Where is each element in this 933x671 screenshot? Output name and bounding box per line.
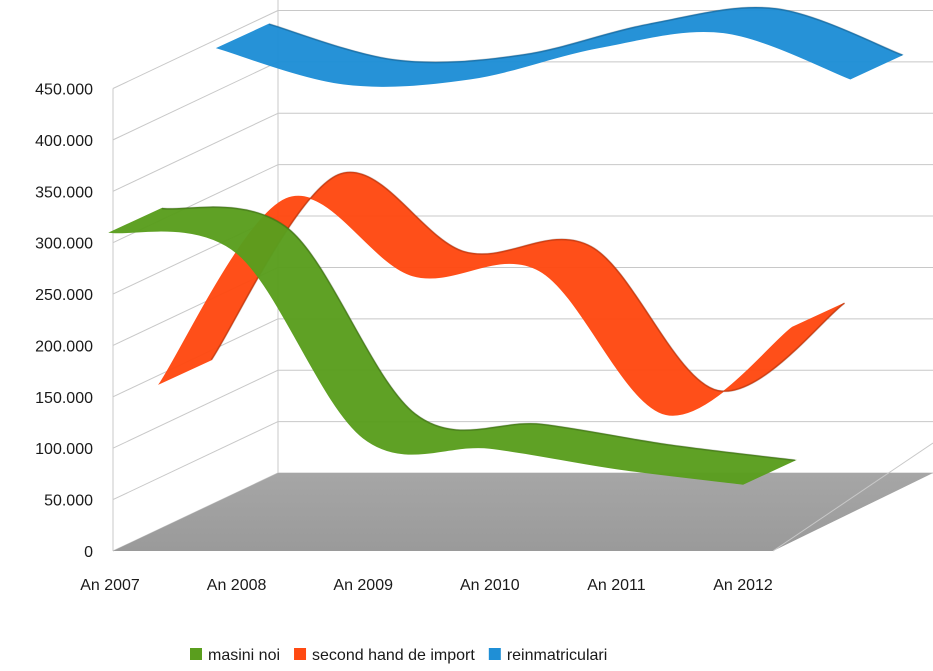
y-tick-label: 50.000: [44, 493, 93, 510]
series-ribbon-edge: [161, 206, 796, 462]
y-tick-label: 200.000: [35, 338, 93, 355]
series-ribbon-edge: [268, 6, 903, 64]
legend-label: masini noi: [208, 647, 280, 664]
side-gridline: [112, 112, 279, 192]
x-tick-label: An 2010: [460, 577, 520, 594]
x-tick-label: An 2008: [207, 577, 267, 594]
y-tick-label: 400.000: [35, 133, 93, 150]
legend-swatch: [190, 648, 202, 660]
y-tick-label: 0: [84, 544, 93, 561]
floor-right-edge: [772, 442, 933, 552]
series-ribbon: [158, 171, 845, 416]
legend-swatch: [488, 648, 501, 660]
series-ribbon: [215, 6, 904, 87]
x-tick-label: An 2011: [587, 577, 646, 594]
chart-floor-plane: [113, 473, 933, 551]
side-gridline: [112, 10, 279, 89]
chart-floor: [113, 442, 933, 552]
legend-swatch: [294, 648, 307, 660]
series-ribbon: [108, 206, 797, 485]
y-tick-label: 250.000: [35, 287, 93, 304]
side-gridline: [112, 421, 279, 501]
y-tick-label: 300.000: [35, 236, 93, 253]
side-gridline: [112, 369, 279, 449]
legend-label: second hand de import: [312, 647, 475, 664]
series-ribbon-edge: [210, 171, 846, 393]
x-tick-label: An 2012: [713, 577, 773, 594]
series-reinmatriculari: [215, 6, 904, 87]
y-axis-ticks: 0 50.000 100.000 150.000 200.000 250.000 300.0…: [35, 81, 93, 561]
y-tick-label: 150.000: [35, 390, 93, 407]
series-second-hand-de-import: [158, 171, 846, 416]
x-tick-label: An 2009: [333, 577, 393, 594]
x-tick-label: An 2007: [80, 577, 140, 594]
x-axis-labels: An 2007 An 2008 An 2009 An 2010 An 2011 An 20…: [80, 577, 773, 594]
series-ribbons: [108, 6, 904, 485]
y-tick-label: 450.000: [35, 81, 93, 98]
legend-label: reinmatriculari: [507, 647, 607, 664]
side-gridline: [112, 61, 279, 141]
legend: masini noi second hand de import reinmatri…: [190, 647, 607, 664]
y-tick-label: 350.000: [35, 184, 93, 201]
y-tick-label: 100.000: [35, 441, 93, 458]
series-masini-noi: [108, 206, 797, 485]
